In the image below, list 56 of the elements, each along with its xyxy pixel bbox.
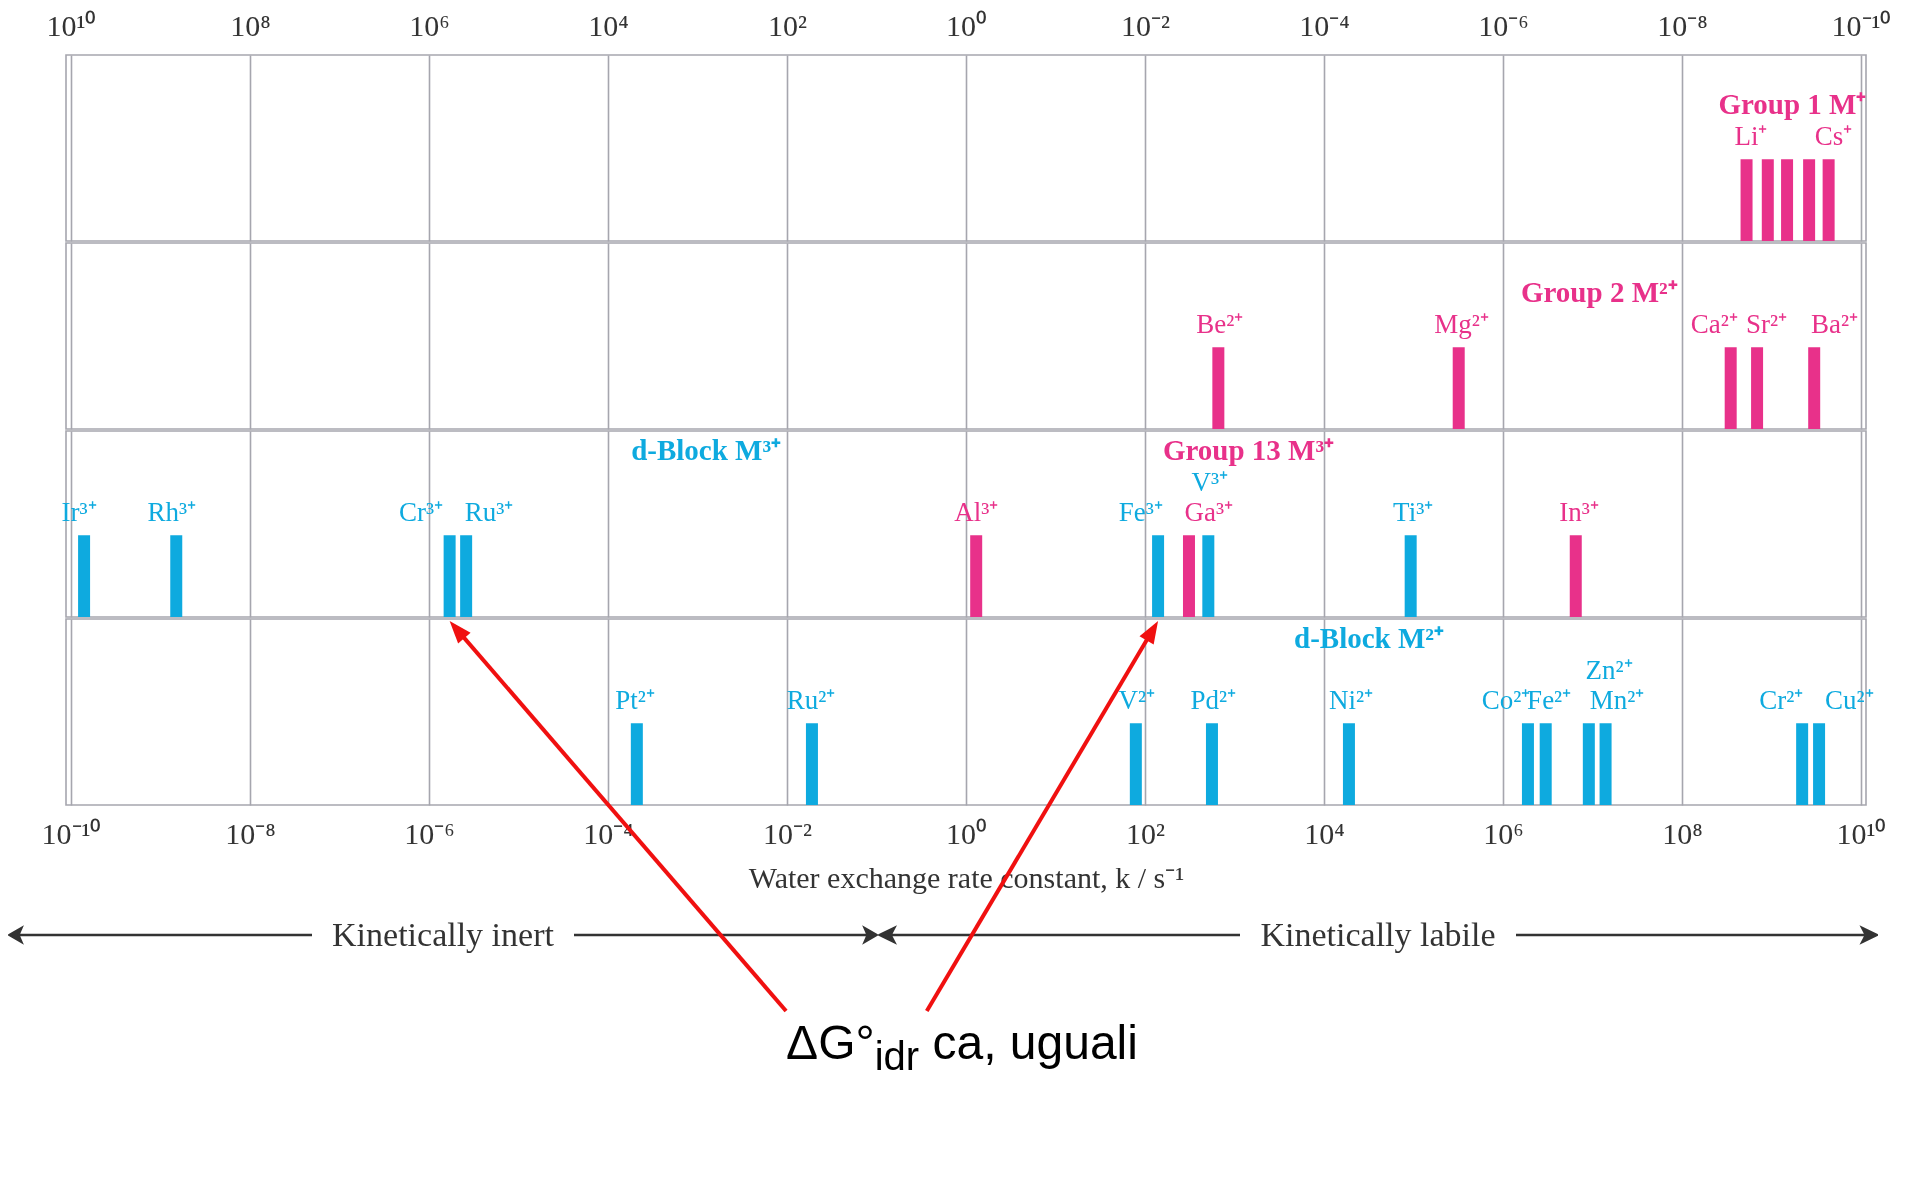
x-tick-label: 10⁰ [946,816,987,850]
annotation: Ru²⁺ [786,685,836,716]
text: Group 2 M²⁺ [1520,276,1678,309]
x-tick-label: 10¹⁰ [1836,816,1887,850]
x-tick-label: 10² [768,8,807,42]
x-tick-label: 10⁻² [763,816,812,850]
text: d-Block M³⁺ [631,434,782,467]
annotation: V²⁺ [1118,685,1156,716]
x-tick-label: 10⁶ [1483,816,1524,850]
annotation: Sr²⁺ [1746,309,1788,340]
text: ΔG°$_{idr}$ ca, uguali [786,1015,1138,1079]
annotation: Ir³⁺ [61,497,97,528]
annotation: Pt²⁺ [615,685,655,716]
x-tick-label: 10⁴ [588,8,629,42]
annotation: Fe²⁺ [1527,685,1572,716]
text: Kinetically labile [1260,916,1496,954]
annotation: Pd²⁺ [1190,685,1237,716]
x-tick-label: 10⁸ [1662,816,1703,850]
annotation: Ba²⁺ [1811,309,1859,340]
x-tick-label: 10⁴ [1304,816,1345,850]
x-tick-label: 10⁻² [1121,8,1170,42]
annotation: Ga³⁺ [1184,497,1233,528]
annotation: V³⁺ [1191,467,1228,498]
text: Kinetically inert [332,916,554,954]
annotation: Al³⁺ [954,497,999,528]
annotation: Mn²⁺ [1589,685,1645,716]
annotation: Cs⁺ [1814,121,1853,152]
x-tick-label: 10⁶ [409,8,450,42]
annotation: In³⁺ [1559,497,1599,528]
annotation: Li⁺ [1734,121,1768,152]
x-tick-label: 10² [1126,816,1165,850]
x-tick-label: 10⁻⁸ [1657,8,1708,42]
annotation: Cu²⁺ [1825,685,1874,716]
annotation: Ru³⁺ [464,497,514,528]
annotation: Mg²⁺ [1434,309,1489,340]
series-label: Group 1 M⁺ [1718,88,1867,121]
x-tick-label: 10⁻⁶ [1478,8,1529,42]
x-tick-label: 10⁻⁶ [404,816,455,850]
annotation: Zn²⁺ [1585,655,1633,686]
x-tick-label: 10⁻⁴ [1299,8,1350,42]
annotation: Fe³⁺ [1118,497,1163,528]
annotation: Cr²⁺ [1759,685,1804,716]
text: d-Block M²⁺ [1294,622,1445,655]
x-tick-label: 10⁻¹⁰ [41,816,102,850]
x-tick-label: 10¹⁰ [46,8,97,42]
annotation: Cr³⁺ [398,497,444,528]
x-tick-label: 10⁻¹⁰ [1831,8,1892,42]
annotation: Be²⁺ [1196,309,1244,340]
annotation: Ca²⁺ [1690,309,1738,340]
x-tick-label: 10⁰ [946,8,987,42]
annotation: Rh³⁺ [147,497,197,528]
x-tick-label: 10⁸ [230,8,271,42]
text: Group 13 M³⁺ [1162,434,1335,467]
annotation: Ti³⁺ [1393,497,1434,528]
annotation: Ni²⁺ [1329,685,1374,716]
x-tick-label: 10⁻⁸ [225,816,276,850]
